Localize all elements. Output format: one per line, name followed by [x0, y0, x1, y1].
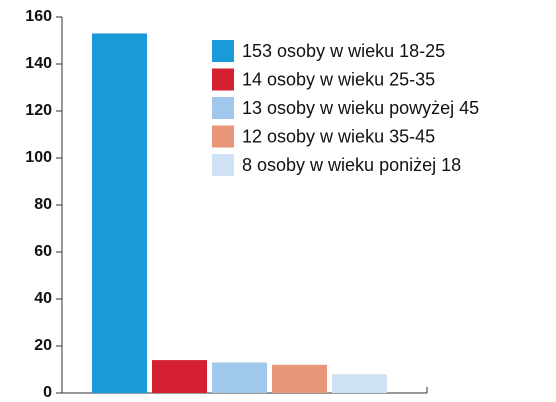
y-tick-label: 100: [25, 149, 52, 166]
legend-swatch: [212, 40, 234, 62]
bar: [272, 364, 327, 393]
legend-swatch: [212, 154, 234, 176]
legend-label: 13 osoby w wieku powyżej 45: [242, 98, 479, 118]
legend-swatch: [212, 68, 234, 91]
legend-label: 12 osoby w wieku 35-45: [242, 126, 435, 146]
bar: [212, 362, 267, 393]
legend-swatch: [212, 125, 234, 148]
bar: [332, 374, 387, 393]
y-tick-label: 120: [25, 102, 52, 119]
y-tick-label: 140: [25, 55, 52, 72]
legend-swatch: [212, 97, 234, 119]
bar: [92, 33, 147, 393]
y-tick-label: 80: [34, 196, 52, 213]
legend-label: 14 osoby w wieku 25-35: [242, 69, 435, 89]
y-tick-label: 160: [25, 8, 52, 25]
y-tick-label: 0: [43, 384, 52, 401]
y-tick-label: 20: [34, 337, 52, 354]
y-tick-label: 40: [34, 290, 52, 307]
bar: [152, 360, 207, 393]
legend-label: 8 osoby w wieku poniżej 18: [242, 155, 461, 175]
legend-label: 153 osoby w wieku 18-25: [242, 41, 445, 61]
y-tick-label: 60: [34, 243, 52, 260]
